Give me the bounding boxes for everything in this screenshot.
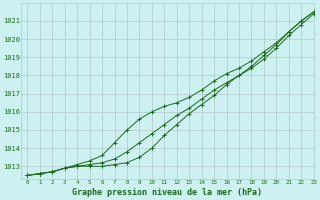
X-axis label: Graphe pression niveau de la mer (hPa): Graphe pression niveau de la mer (hPa) [72,188,262,197]
